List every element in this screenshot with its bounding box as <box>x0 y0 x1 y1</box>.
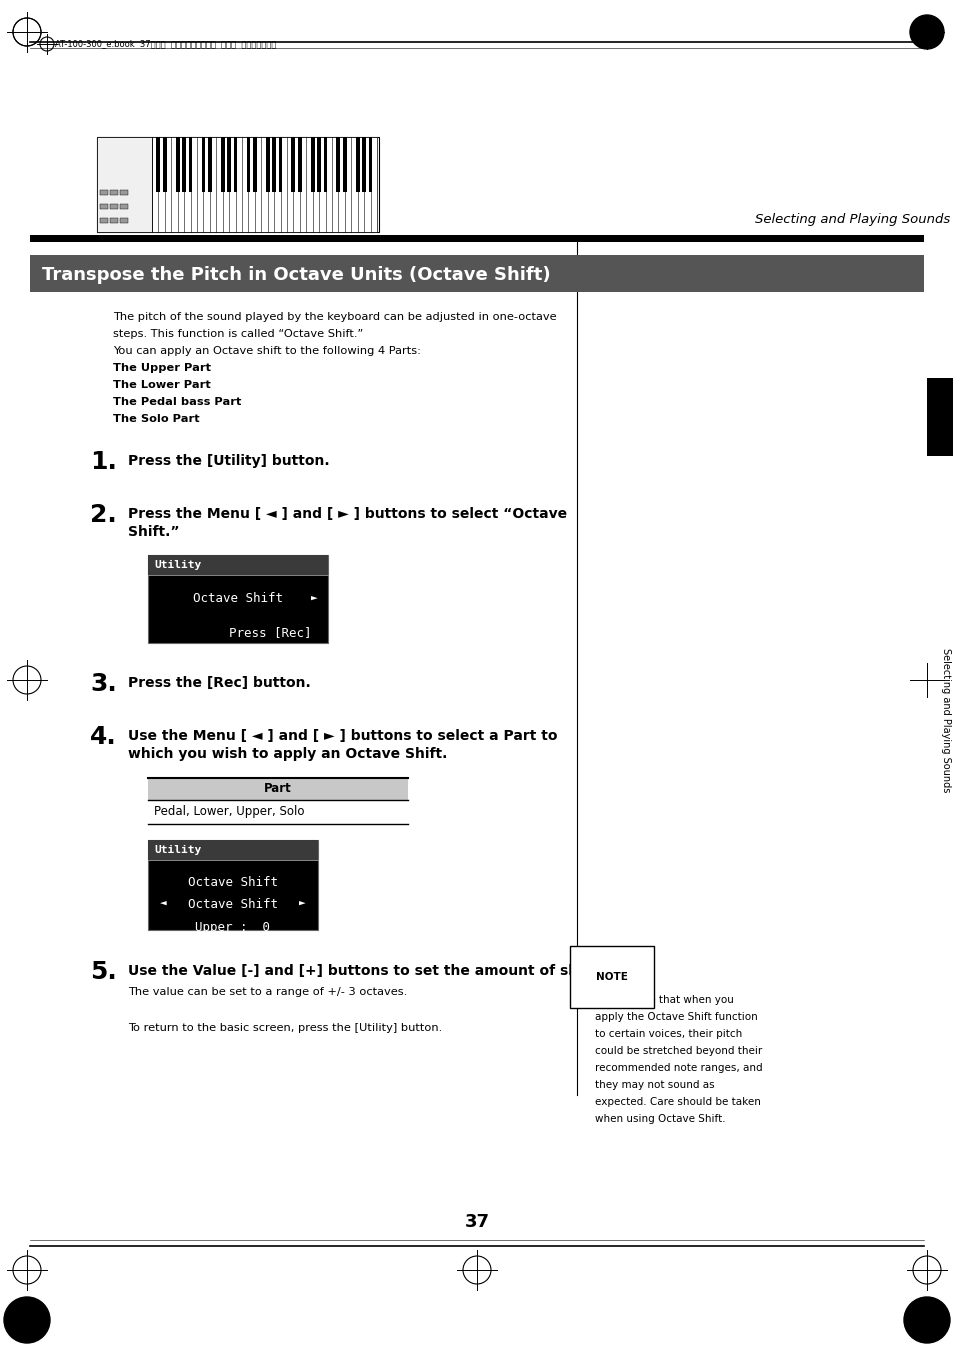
Text: Press the [Utility] button.: Press the [Utility] button. <box>128 454 330 467</box>
Bar <box>120 218 128 223</box>
Bar <box>342 136 347 192</box>
Text: when using Octave Shift.: when using Octave Shift. <box>595 1115 725 1124</box>
Text: Press [Rec]: Press [Rec] <box>230 627 312 639</box>
Text: 37: 37 <box>464 1213 489 1231</box>
Bar <box>175 136 179 192</box>
Text: The Upper Part: The Upper Part <box>112 363 211 373</box>
Bar <box>208 136 212 192</box>
Bar <box>110 190 118 195</box>
Text: apply the Octave Shift function: apply the Octave Shift function <box>595 1012 757 1021</box>
Bar <box>297 136 301 192</box>
Bar <box>110 218 118 223</box>
Bar <box>201 136 205 192</box>
Bar <box>148 778 408 800</box>
Text: Press the [Rec] button.: Press the [Rec] button. <box>128 676 311 690</box>
Bar <box>220 136 224 192</box>
Text: which you wish to apply an Octave Shift.: which you wish to apply an Octave Shift. <box>128 747 447 761</box>
Text: Part: Part <box>264 782 292 796</box>
Bar <box>311 136 314 192</box>
Text: 2.: 2. <box>90 503 116 527</box>
Bar <box>292 136 295 192</box>
Bar <box>30 255 923 292</box>
Text: 1.: 1. <box>90 450 117 474</box>
Text: Press the Menu [ ◄ ] and [ ► ] buttons to select “Octave: Press the Menu [ ◄ ] and [ ► ] buttons t… <box>128 507 566 521</box>
Bar <box>253 136 256 192</box>
Bar <box>148 555 328 576</box>
Text: Pedal, Lower, Upper, Solo: Pedal, Lower, Upper, Solo <box>153 805 304 819</box>
Bar <box>120 190 128 195</box>
Bar <box>926 378 953 457</box>
Text: ►: ► <box>299 898 306 909</box>
Text: Selecting and Playing Sounds: Selecting and Playing Sounds <box>754 213 949 227</box>
Bar <box>368 136 372 192</box>
Bar <box>30 235 923 242</box>
Text: Utility: Utility <box>153 844 201 855</box>
Text: Octave Shift: Octave Shift <box>188 875 277 889</box>
Bar <box>100 190 108 195</box>
Text: Octave Shift: Octave Shift <box>188 897 277 911</box>
Bar <box>233 136 237 192</box>
Text: ◄: ◄ <box>160 898 167 909</box>
Bar <box>120 204 128 209</box>
Text: ►: ► <box>311 594 317 604</box>
Bar <box>152 136 376 232</box>
Bar <box>278 136 282 192</box>
Text: Selecting and Playing Sounds: Selecting and Playing Sounds <box>940 648 950 792</box>
Text: to certain voices, their pitch: to certain voices, their pitch <box>595 1029 741 1039</box>
Text: Utility: Utility <box>153 559 201 570</box>
Text: AT-100-300_e.book  37ページ  ２００８年５月７日  水曜日  午後３時３３分: AT-100-300_e.book 37ページ ２００８年５月７日 水曜日 午後… <box>55 39 276 49</box>
Text: expected. Care should be taken: expected. Care should be taken <box>595 1097 760 1106</box>
Text: 3.: 3. <box>90 671 116 696</box>
Text: To return to the basic screen, press the [Utility] button.: To return to the basic screen, press the… <box>128 1023 442 1034</box>
Text: The Pedal bass Part: The Pedal bass Part <box>112 397 241 407</box>
Bar <box>590 963 915 1148</box>
Text: 5.: 5. <box>90 961 116 984</box>
Text: Use the Value [-] and [+] buttons to set the amount of shift.: Use the Value [-] and [+] buttons to set… <box>128 965 600 978</box>
Text: steps. This function is called “Octave Shift.”: steps. This function is called “Octave S… <box>112 330 363 339</box>
Bar <box>266 136 270 192</box>
Bar <box>148 840 317 929</box>
Text: Octave Shift: Octave Shift <box>193 593 283 605</box>
Text: recommended note ranges, and: recommended note ranges, and <box>595 1063 761 1073</box>
Bar <box>110 204 118 209</box>
Bar <box>182 136 186 192</box>
Bar <box>97 136 378 232</box>
Bar <box>100 204 108 209</box>
Bar <box>355 136 359 192</box>
Text: Transpose the Pitch in Octave Units (Octave Shift): Transpose the Pitch in Octave Units (Oct… <box>42 266 550 284</box>
Text: they may not sound as: they may not sound as <box>595 1079 714 1090</box>
Text: Shift.”: Shift.” <box>128 526 179 539</box>
Bar <box>323 136 327 192</box>
Text: could be stretched beyond their: could be stretched beyond their <box>595 1046 761 1056</box>
Circle shape <box>903 1297 949 1343</box>
Text: The Lower Part: The Lower Part <box>112 380 211 390</box>
Text: You can apply an Octave shift to the following 4 Parts:: You can apply an Octave shift to the fol… <box>112 346 420 357</box>
Bar <box>272 136 275 192</box>
Bar <box>336 136 340 192</box>
Bar <box>246 136 250 192</box>
Text: NOTE: NOTE <box>596 971 627 982</box>
Text: The pitch of the sound played by the keyboard can be adjusted in one-octave: The pitch of the sound played by the key… <box>112 312 556 322</box>
Circle shape <box>909 15 943 49</box>
Text: The value can be set to a range of +/- 3 octaves.: The value can be set to a range of +/- 3… <box>128 988 407 997</box>
Bar <box>148 555 328 643</box>
Circle shape <box>4 1297 50 1343</box>
Text: The Solo Part: The Solo Part <box>112 413 199 424</box>
Bar <box>163 136 167 192</box>
Bar <box>189 136 193 192</box>
Text: Please note that when you: Please note that when you <box>595 994 733 1005</box>
Text: Upper :  0: Upper : 0 <box>195 920 271 934</box>
Bar <box>362 136 366 192</box>
Text: 4.: 4. <box>90 725 116 748</box>
Bar <box>227 136 231 192</box>
Bar <box>156 136 160 192</box>
Bar <box>97 136 152 232</box>
Bar <box>100 218 108 223</box>
Text: Use the Menu [ ◄ ] and [ ► ] buttons to select a Part to: Use the Menu [ ◄ ] and [ ► ] buttons to … <box>128 730 557 743</box>
Bar <box>317 136 321 192</box>
Bar <box>148 840 317 861</box>
